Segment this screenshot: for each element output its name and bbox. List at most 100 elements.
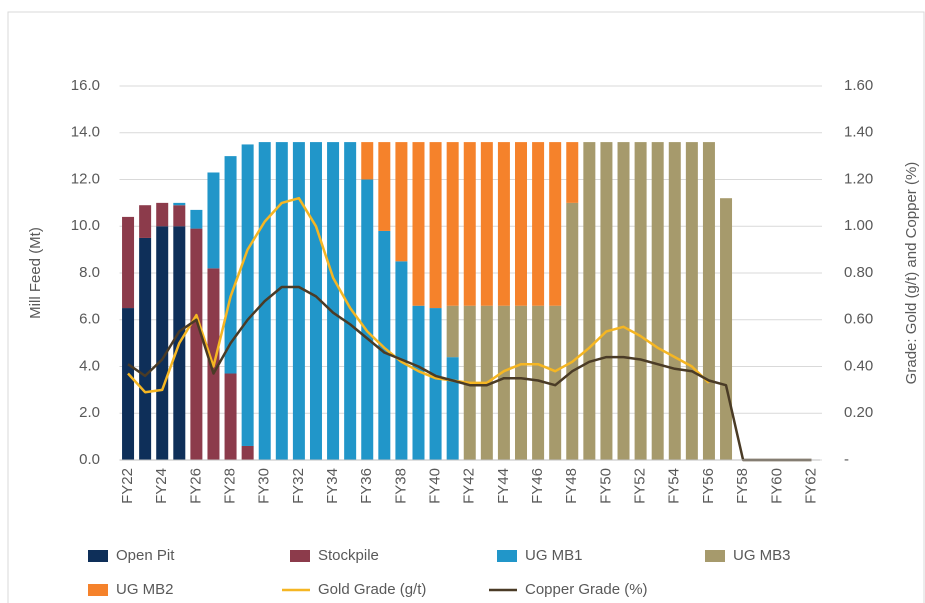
legend-label: UG MB3 bbox=[733, 547, 791, 564]
x-tick-label: FY34 bbox=[324, 468, 341, 504]
x-tick-label: FY40 bbox=[427, 468, 444, 504]
x-tick-label: FY50 bbox=[597, 468, 614, 504]
x-tick-label: FY32 bbox=[290, 468, 307, 504]
bar bbox=[190, 228, 203, 460]
bar bbox=[122, 216, 135, 309]
x-tick-label: FY44 bbox=[495, 468, 512, 504]
x-tick-label: FY56 bbox=[700, 468, 717, 504]
bar bbox=[532, 142, 545, 306]
bar bbox=[446, 305, 459, 358]
bar bbox=[292, 142, 305, 460]
bar bbox=[480, 142, 493, 306]
x-tick-label: FY52 bbox=[632, 468, 649, 504]
y2-tick-label: - bbox=[844, 451, 849, 468]
x-tick-label: FY24 bbox=[153, 468, 170, 504]
y-axis-title: Mill Feed (Mt) bbox=[27, 227, 44, 319]
bar bbox=[515, 142, 528, 306]
y2-tick-label: 1.40 bbox=[844, 124, 873, 141]
bar bbox=[685, 142, 698, 460]
y-tick-label: 2.0 bbox=[79, 404, 100, 421]
bar bbox=[634, 142, 647, 460]
bar bbox=[549, 142, 562, 306]
bar bbox=[190, 209, 203, 229]
x-tick-label: FY54 bbox=[666, 468, 683, 504]
y2-tick-label: 0.20 bbox=[844, 404, 873, 421]
y-tick-label: 10.0 bbox=[71, 217, 100, 234]
legend-label: Gold Grade (g/t) bbox=[318, 581, 426, 598]
bar bbox=[583, 142, 596, 460]
legend-swatch bbox=[88, 584, 108, 596]
bar bbox=[378, 142, 391, 231]
y2-tick-label: 1.00 bbox=[844, 217, 873, 234]
bar bbox=[122, 308, 135, 460]
bar bbox=[497, 305, 510, 460]
bar bbox=[446, 142, 459, 306]
x-tick-label: FY42 bbox=[461, 468, 478, 504]
bar bbox=[173, 202, 186, 206]
x-tick-label: FY28 bbox=[222, 468, 239, 504]
legend-swatch bbox=[497, 550, 517, 562]
bar bbox=[549, 305, 562, 460]
legend-swatch bbox=[705, 550, 725, 562]
y-tick-label: 12.0 bbox=[71, 170, 100, 187]
bar bbox=[241, 445, 254, 460]
bar bbox=[241, 144, 254, 446]
bar bbox=[497, 142, 510, 306]
y2-tick-label: 0.80 bbox=[844, 264, 873, 281]
y-tick-label: 14.0 bbox=[71, 124, 100, 141]
bar bbox=[224, 373, 237, 460]
x-tick-label: FY26 bbox=[187, 468, 204, 504]
y-tick-label: 6.0 bbox=[79, 311, 100, 328]
x-tick-label: FY58 bbox=[734, 468, 751, 504]
y-tick-label: 0.0 bbox=[79, 451, 100, 468]
bar bbox=[463, 142, 476, 306]
bar bbox=[600, 142, 613, 460]
legend-label: UG MB1 bbox=[525, 547, 583, 564]
chart-frame bbox=[7, 11, 925, 603]
bar bbox=[446, 357, 459, 460]
bar bbox=[395, 142, 408, 262]
x-tick-label: FY22 bbox=[119, 468, 136, 504]
bar bbox=[275, 142, 288, 460]
x-tick-label: FY60 bbox=[768, 468, 785, 504]
y2-tick-label: 1.20 bbox=[844, 170, 873, 187]
y-tick-label: 16.0 bbox=[71, 77, 100, 94]
x-tick-label: FY38 bbox=[392, 468, 409, 504]
y2-tick-label: 0.60 bbox=[844, 311, 873, 328]
bar bbox=[412, 305, 425, 460]
bar bbox=[139, 237, 152, 460]
x-tick-label: FY30 bbox=[256, 468, 273, 504]
legend-label: Copper Grade (%) bbox=[525, 581, 648, 598]
bar bbox=[720, 198, 733, 460]
bar bbox=[412, 142, 425, 306]
bar bbox=[668, 142, 681, 460]
legend-swatch bbox=[88, 550, 108, 562]
bar bbox=[566, 202, 579, 460]
bar bbox=[156, 202, 169, 227]
legend-swatch bbox=[290, 550, 310, 562]
y-tick-label: 4.0 bbox=[79, 357, 100, 374]
bar bbox=[327, 142, 340, 460]
bar bbox=[224, 156, 237, 374]
legend-label: Stockpile bbox=[318, 547, 379, 564]
bar bbox=[344, 142, 357, 460]
line bbox=[127, 285, 812, 462]
bar bbox=[566, 142, 579, 203]
legend-label: UG MB2 bbox=[116, 581, 174, 598]
x-tick-label: FY46 bbox=[529, 468, 546, 504]
bar bbox=[173, 205, 186, 227]
bar bbox=[429, 142, 442, 309]
x-tick-label: FY36 bbox=[358, 468, 375, 504]
x-tick-label: FY62 bbox=[802, 468, 819, 504]
bar bbox=[378, 230, 391, 460]
bar bbox=[361, 179, 374, 460]
bar bbox=[702, 142, 715, 460]
bar bbox=[361, 142, 374, 180]
bar bbox=[139, 205, 152, 238]
bar bbox=[651, 142, 664, 460]
bar bbox=[429, 308, 442, 460]
bar bbox=[207, 172, 220, 269]
bar bbox=[617, 142, 630, 460]
bar bbox=[515, 305, 528, 460]
